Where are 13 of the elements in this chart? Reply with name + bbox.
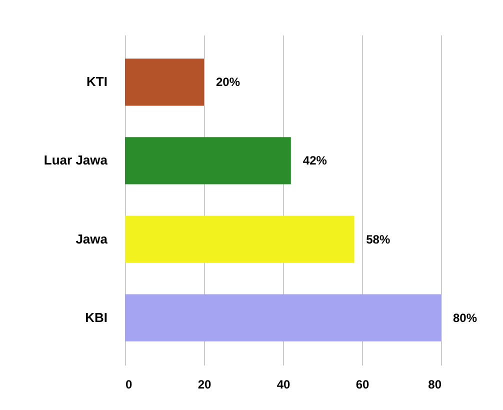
- data-label: 20%: [216, 75, 240, 90]
- y-tick-label: KBI: [85, 310, 108, 325]
- x-tick-label: 20: [198, 378, 212, 392]
- y-tick-label: Luar Jawa: [44, 152, 108, 168]
- x-tick-label: 60: [356, 378, 370, 392]
- y-tick-label: Jawa: [76, 231, 108, 246]
- data-label: 42%: [302, 154, 328, 168]
- data-label: 58%: [366, 232, 390, 246]
- x-tick-label: 0: [126, 378, 132, 392]
- x-tick-label: 40: [276, 378, 290, 392]
- x-tick-label: 80: [428, 378, 442, 392]
- y-tick-label: KTI: [86, 74, 108, 90]
- data-label: 80%: [453, 310, 478, 325]
